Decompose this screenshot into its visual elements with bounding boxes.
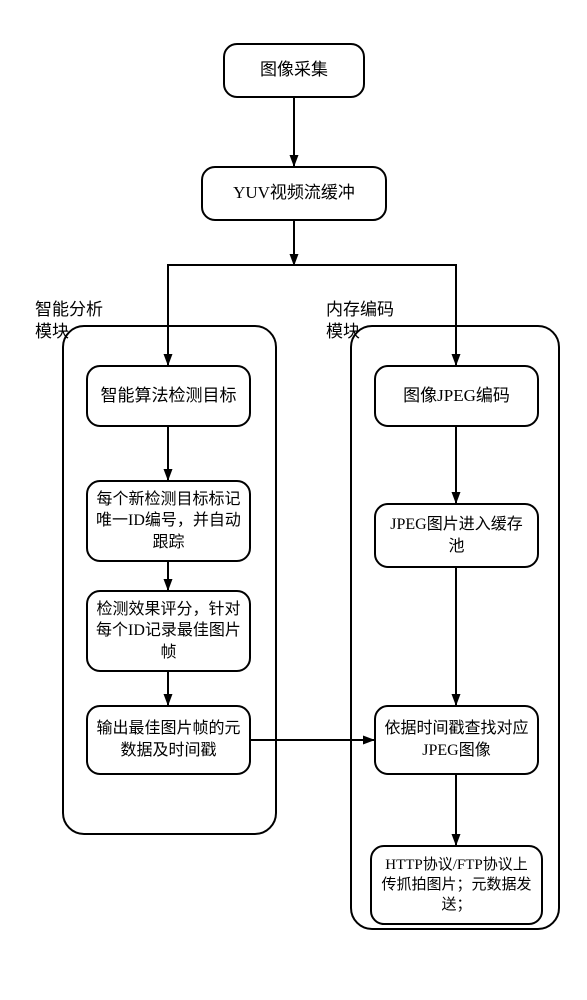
node-score-record-best: 检测效果评分，针对每个ID记录最佳图片帧 bbox=[86, 590, 251, 672]
node-text: 依据时间戳查找对应JPEG图像 bbox=[384, 718, 529, 761]
node-image-capture: 图像采集 bbox=[223, 43, 365, 98]
node-text: 检测效果评分，针对每个ID记录最佳图片帧 bbox=[96, 599, 241, 664]
node-text: 每个新检测目标标记唯一ID编号，并自动跟踪 bbox=[96, 489, 241, 554]
node-text: 图像采集 bbox=[260, 59, 328, 82]
module-label-right: 内存编码 模块 bbox=[326, 299, 394, 343]
node-yuv-buffer: YUV视频流缓冲 bbox=[201, 166, 387, 221]
node-text: 智能算法检测目标 bbox=[101, 385, 237, 408]
module-label-right-line1: 内存编码 bbox=[326, 300, 394, 319]
node-text: HTTP协议/FTP协议上传抓拍图片；元数据发送； bbox=[380, 855, 533, 916]
node-jpeg-cache-pool: JPEG图片进入缓存池 bbox=[374, 503, 539, 568]
node-find-by-timestamp: 依据时间戳查找对应JPEG图像 bbox=[374, 705, 539, 775]
node-output-metadata: 输出最佳图片帧的元数据及时间戳 bbox=[86, 705, 251, 775]
module-label-right-line2: 模块 bbox=[326, 322, 360, 341]
module-label-left-line2: 模块 bbox=[35, 322, 69, 341]
node-jpeg-encode: 图像JPEG编码 bbox=[374, 365, 539, 427]
node-text: 输出最佳图片帧的元数据及时间戳 bbox=[96, 718, 241, 761]
module-label-left-line1: 智能分析 bbox=[35, 300, 103, 319]
node-text: YUV视频流缓冲 bbox=[233, 182, 355, 205]
module-label-left: 智能分析 模块 bbox=[35, 299, 103, 343]
node-text: 图像JPEG编码 bbox=[403, 385, 510, 408]
node-assign-id-track: 每个新检测目标标记唯一ID编号，并自动跟踪 bbox=[86, 480, 251, 562]
node-upload-send: HTTP协议/FTP协议上传抓拍图片；元数据发送； bbox=[370, 845, 543, 925]
node-text: JPEG图片进入缓存池 bbox=[384, 514, 529, 557]
node-detect-target: 智能算法检测目标 bbox=[86, 365, 251, 427]
